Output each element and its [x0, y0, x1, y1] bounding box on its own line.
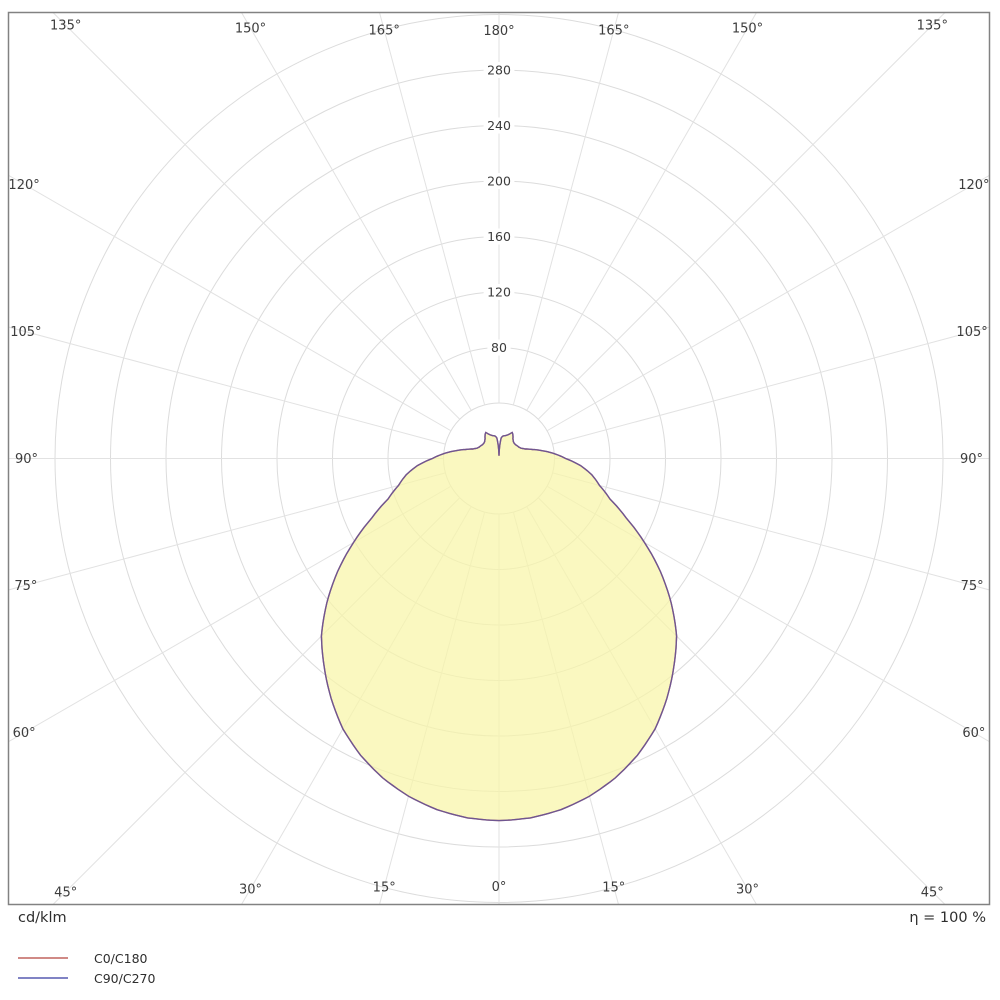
plot-border	[7, 11, 991, 906]
svg-text:165°: 165°	[598, 23, 629, 38]
svg-text:30°: 30°	[736, 882, 759, 897]
curve-c90-c270	[320, 431, 678, 822]
angle-labels: 0° 15° 15° 30° 30° 45° 45° 60° 60° 75° 75° 90° 90° 10…	[8, 19, 989, 901]
svg-text:120°: 120°	[8, 178, 39, 193]
svg-text:105°: 105°	[956, 325, 987, 340]
svg-text:75°: 75°	[14, 579, 37, 594]
svg-text:165°: 165°	[369, 23, 400, 38]
svg-text:45°: 45°	[921, 885, 944, 900]
efficiency-label: η = 100 %	[909, 910, 986, 926]
svg-text:240: 240	[487, 118, 511, 133]
svg-text:180°: 180°	[483, 24, 514, 39]
svg-text:120°: 120°	[958, 178, 989, 193]
svg-text:120: 120	[487, 285, 511, 300]
svg-text:150°: 150°	[235, 22, 266, 37]
svg-text:105°: 105°	[10, 325, 41, 340]
svg-text:80: 80	[491, 340, 507, 355]
legend-item-c0-c180: C0/C180	[18, 948, 155, 968]
c90-c270-line-swatch	[18, 977, 68, 979]
svg-text:30°: 30°	[239, 882, 262, 897]
svg-text:60°: 60°	[962, 726, 985, 741]
legend-label-c0-c180: C0/C180	[94, 950, 148, 966]
svg-text:90°: 90°	[15, 452, 38, 467]
svg-text:15°: 15°	[602, 881, 625, 896]
svg-text:15°: 15°	[373, 881, 396, 896]
svg-text:135°: 135°	[917, 19, 948, 34]
svg-text:0°: 0°	[492, 880, 507, 895]
svg-text:200: 200	[487, 174, 511, 189]
intensity-curves	[320, 431, 678, 822]
unit-label: cd/klm	[18, 910, 67, 926]
polar-chart-svg: 80 120 160 200 240 280 0° 15° 15° 30° 30° 45° 45° 60°…	[7, 11, 991, 906]
svg-text:160: 160	[487, 229, 511, 244]
legend-item-c90-c270: C90/C270	[18, 968, 155, 988]
legend-label-c90-c270: C90/C270	[94, 970, 156, 986]
svg-text:60°: 60°	[13, 726, 36, 741]
svg-text:280: 280	[487, 63, 511, 78]
svg-text:75°: 75°	[961, 579, 984, 594]
svg-text:135°: 135°	[50, 19, 81, 34]
svg-text:150°: 150°	[732, 22, 763, 37]
svg-text:45°: 45°	[54, 885, 77, 900]
legend: C0/C180 C90/C270	[18, 948, 155, 988]
radial-tick-labels: 80 120 160 200 240 280	[483, 62, 515, 356]
svg-text:90°: 90°	[960, 452, 983, 467]
polar-chart: 80 120 160 200 240 280 0° 15° 15° 30° 30° 45° 45° 60°…	[7, 11, 991, 906]
c0-c180-line-swatch	[18, 957, 68, 959]
